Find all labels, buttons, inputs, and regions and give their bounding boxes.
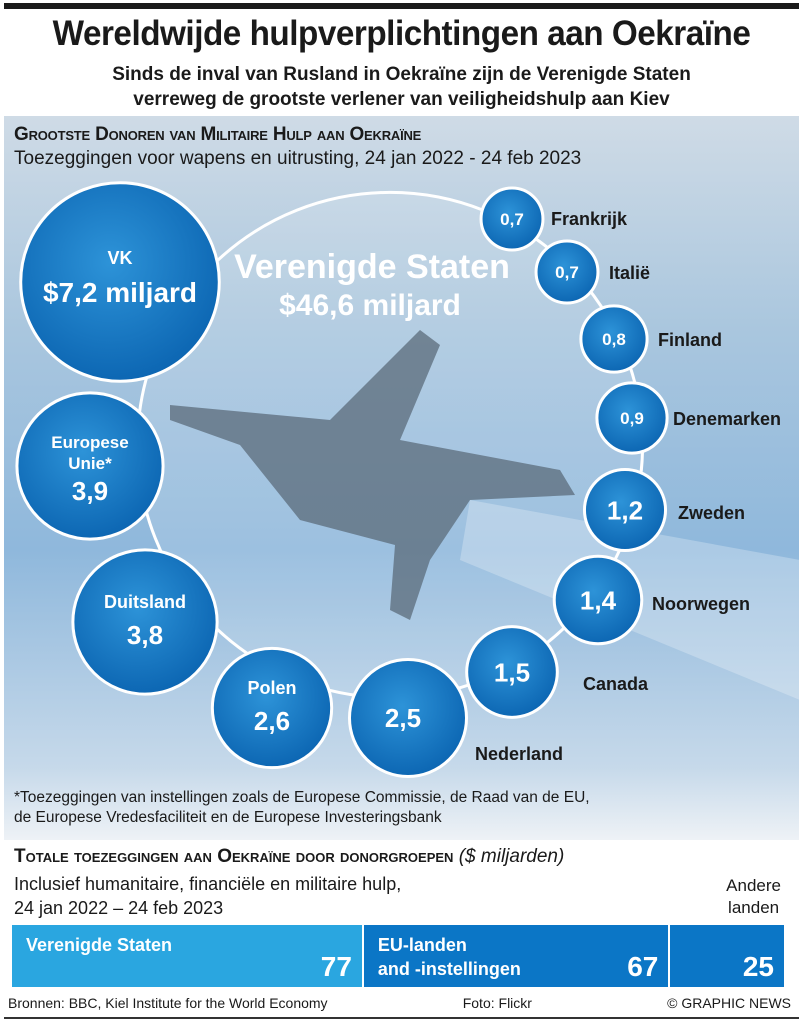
segment-value: 67 (627, 951, 659, 982)
totals-subtitle: Inclusief humanitaire, financiële en mil… (14, 872, 401, 920)
bubble-itali (534, 239, 600, 305)
bubble-chart: Verenigde Staten$46,6 miljard VK $7,2 milj… (15, 181, 782, 779)
photo-credit: Foto: Flickr (462, 995, 532, 1011)
bubble-duitsland (71, 548, 219, 696)
bubble-label-value: 1,2 (607, 495, 643, 525)
segment-value: 77 (320, 951, 352, 982)
bubble-label-value: $7,2 miljard (43, 277, 197, 308)
bubble-nederland (347, 657, 469, 779)
footnote: *Toezeggingen van instellingen zoals de … (14, 788, 590, 828)
subtitle-line-2: verreweg de grootste verlener van veilig… (133, 89, 670, 110)
other-countries-label: Andere landen (726, 875, 781, 919)
bubble-label-name: VK (107, 248, 132, 268)
footnote-line-2: de Europese Vredesfaciliteit en de Europ… (14, 809, 442, 826)
footnote-line-1: *Toezeggingen van instellingen zoals de … (14, 789, 590, 806)
totals-title-text: Totale toezeggingen aan Oekraïne door do… (14, 846, 454, 867)
totals-subtitle-line-1: Inclusief humanitaire, financiële en mil… (14, 874, 402, 894)
bubble-label-value: 0,9 (620, 409, 644, 428)
bubble-chart-title: Grootste Donoren van Militaire Hulp aan … (14, 124, 422, 145)
bubble-country-name: Italië (609, 263, 650, 283)
segment-andere-landen: 25 (670, 925, 784, 987)
footer: Bronnen: BBC, Kiel Institute for the Wor… (8, 995, 791, 1011)
bubble-finland (579, 304, 649, 374)
totals-stacked-bar: Verenigde Staten 77 EU-landen and -inste… (12, 925, 784, 987)
other-label-line-1: Andere (726, 876, 781, 895)
bubble-polen (210, 646, 334, 770)
totals-unit: ($ miljarden) (458, 846, 565, 867)
bubble-country-name: Frankrijk (551, 209, 628, 229)
segment-value: 25 (742, 951, 774, 982)
bubble-label-value: 0,7 (500, 210, 524, 229)
bubble-label-value: 1,4 (580, 585, 617, 615)
totals-subtitle-line-2: 24 jan 2022 – 24 feb 2023 (14, 898, 224, 918)
page-title: Wereldwijde hulpverplichtingen aan Oekra… (52, 14, 751, 53)
bubble-label-name: Verenigde Staten (234, 248, 510, 286)
bubble-country-name: Nederland (475, 744, 563, 764)
subtitle-line-1: Sinds de inval van Rusland in Oekraïne z… (112, 64, 691, 85)
bottom-rule (4, 1017, 799, 1019)
bubble-label-value: 2,6 (254, 706, 290, 736)
bubble-europese-unie (15, 391, 165, 541)
segment-eu: EU-landen and -instellingen 67 (363, 925, 669, 987)
segment-label-line: and -instellingen (377, 959, 521, 979)
bubble-vk (19, 181, 221, 383)
top-rule (4, 3, 799, 9)
bubble-country-name: Denemarken (673, 409, 781, 429)
bubble-label-name: Unie* (68, 454, 112, 473)
bubble-chart-subtitle: Toezeggingen voor wapens en uitrusting, … (14, 148, 582, 169)
bubble-label-name: Europese (51, 433, 128, 452)
sources: Bronnen: BBC, Kiel Institute for the Wor… (8, 995, 328, 1011)
bubble-canada (465, 625, 559, 719)
bubble-label-name: Polen (247, 678, 296, 698)
segment-label: EU-landen and -instellingen (378, 933, 521, 981)
bubble-label-value: $46,6 miljard (279, 289, 461, 322)
other-label-line-2: landen (728, 898, 780, 917)
bubble-label-value: 0,8 (602, 330, 626, 349)
totals-title: Totale toezeggingen aan Oekraïne door do… (14, 846, 564, 868)
segment-label-line: EU-landen (377, 935, 467, 955)
bubble-noorwegen (552, 554, 644, 646)
bubble-zweden (582, 467, 668, 553)
bubble-denemarken (595, 381, 669, 455)
bubble-frankrijk (479, 186, 545, 252)
bubble-country-name: Zweden (678, 503, 745, 523)
page-subtitle: Sinds de inval van Rusland in Oekraïne z… (0, 62, 803, 112)
bubble-country-name: Canada (583, 674, 649, 694)
bubble-label-value: 0,7 (555, 263, 579, 282)
segment-label: Verenigde Staten (26, 933, 172, 957)
bubble-country-name: Noorwegen (652, 594, 750, 614)
bubble-label-value: 2,5 (385, 703, 421, 733)
bubble-label-value: 1,5 (494, 657, 530, 687)
bubble-label-value: 3,9 (72, 476, 108, 506)
bubble-label-value: 3,8 (127, 620, 163, 650)
copyright: © GRAPHIC NEWS (667, 995, 791, 1011)
bubble-label-name: Duitsland (104, 592, 186, 612)
segment-verenigde-staten: Verenigde Staten 77 (12, 925, 362, 987)
segment-label-line: Verenigde Staten (26, 935, 173, 955)
bubble-country-name: Finland (658, 330, 722, 350)
